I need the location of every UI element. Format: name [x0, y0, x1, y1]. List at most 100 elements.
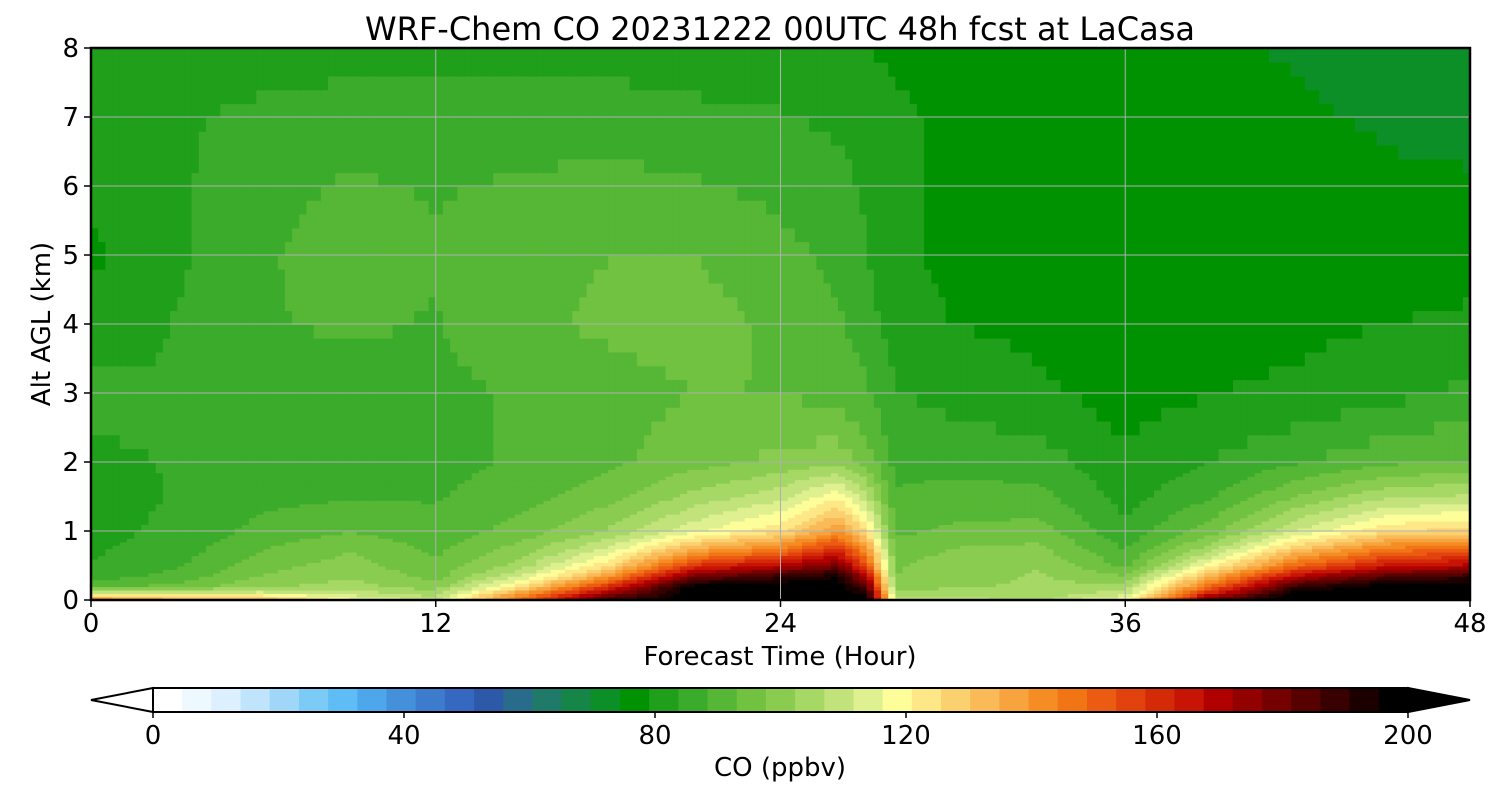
heatmap-cell: [967, 548, 976, 553]
heatmap-cell: [162, 579, 171, 584]
heatmap-cell: [1340, 558, 1349, 563]
heatmap-cell: [478, 510, 487, 515]
heatmap-cell: [1096, 524, 1105, 529]
heatmap-cell: [1182, 565, 1191, 570]
heatmap-cell: [974, 593, 983, 598]
heatmap-cell: [730, 537, 739, 543]
heatmap-cell: [1024, 593, 1033, 598]
heatmap-cell: [241, 551, 250, 557]
heatmap-cell: [909, 551, 918, 557]
heatmap-cell: [565, 558, 574, 563]
heatmap-cell: [557, 513, 566, 519]
heatmap-cell: [1053, 541, 1062, 546]
heatmap-cell: [1132, 548, 1141, 553]
heatmap-cell: [414, 589, 423, 594]
heatmap-cell: [565, 596, 574, 600]
heatmap-cell: [1333, 527, 1342, 532]
heatmap-cell: [615, 541, 624, 546]
heatmap-cell: [873, 531, 882, 536]
heatmap-cell: [421, 565, 430, 570]
heatmap-cell: [1383, 579, 1392, 584]
heatmap-cell: [952, 572, 961, 577]
heatmap-cell: [579, 541, 588, 546]
heatmap-cell: [1125, 575, 1134, 581]
heatmap-cell: [938, 568, 947, 574]
heatmap-cell: [1039, 531, 1048, 536]
heatmap-cell: [1426, 510, 1435, 515]
heatmap-cell: [450, 513, 459, 519]
heatmap-cell: [170, 562, 179, 567]
heatmap-cell: [1089, 524, 1098, 529]
heatmap-cell: [435, 548, 444, 553]
heatmap-cell: [730, 527, 739, 532]
heatmap-cell: [98, 562, 107, 567]
heatmap-cell: [148, 544, 157, 550]
heatmap-cell: [866, 513, 875, 519]
heatmap-cell: [565, 565, 574, 570]
heatmap-cell: [888, 524, 897, 529]
heatmap-cell: [328, 558, 337, 563]
heatmap-cell: [1419, 572, 1428, 577]
heatmap-cell: [155, 582, 164, 588]
heatmap-cell: [493, 520, 502, 525]
heatmap-cell: [651, 544, 660, 550]
heatmap-cell: [1204, 534, 1213, 539]
heatmap-cell: [435, 579, 444, 584]
heatmap-cell: [938, 575, 947, 581]
heatmap-cell: [873, 596, 882, 600]
heatmap-cell: [988, 586, 997, 591]
heatmap-cell: [967, 582, 976, 588]
heatmap-cell: [249, 531, 258, 536]
heatmap-cell: [873, 586, 882, 591]
heatmap-cell: [514, 562, 523, 567]
heatmap-cell: [335, 589, 344, 594]
heatmap-cell: [435, 565, 444, 570]
heatmap-cell: [931, 548, 940, 553]
heatmap-cell: [952, 513, 961, 519]
heatmap-cell: [565, 534, 574, 539]
heatmap-cell: [1039, 524, 1048, 529]
heatmap-cell: [1232, 558, 1242, 563]
heatmap-cell: [1276, 510, 1285, 515]
heatmap-cell: [715, 513, 724, 519]
heatmap-cell: [586, 541, 595, 546]
heatmap-cell: [493, 555, 502, 560]
heatmap-cell: [414, 568, 423, 574]
heatmap-cell: [514, 541, 523, 546]
heatmap-cell: [766, 586, 775, 591]
heatmap-cell: [938, 551, 947, 557]
heatmap-cell: [1225, 534, 1234, 539]
heatmap-cell: [148, 565, 157, 570]
heatmap-cell: [335, 551, 344, 557]
heatmap-cell: [177, 513, 186, 519]
heatmap-cell: [572, 534, 581, 539]
heatmap-cell: [708, 555, 717, 560]
heatmap-cell: [442, 541, 452, 546]
heatmap-cell: [1139, 565, 1148, 570]
heatmap-cell: [486, 534, 495, 539]
heatmap-cell: [378, 596, 387, 600]
heatmap-cell: [320, 534, 329, 539]
heatmap-cell: [895, 531, 904, 536]
heatmap-cell: [435, 517, 444, 522]
heatmap-cell: [1426, 579, 1435, 584]
heatmap-cell: [816, 575, 825, 581]
heatmap-cell: [234, 575, 243, 581]
heatmap-cell: [464, 534, 473, 539]
heatmap-cell: [155, 510, 164, 515]
heatmap-cell: [1110, 586, 1119, 591]
heatmap-cell: [119, 582, 128, 588]
heatmap-cell: [1153, 562, 1163, 567]
heatmap-cell: [593, 548, 602, 553]
heatmap-cell: [1240, 513, 1249, 519]
heatmap-cell: [363, 596, 373, 600]
heatmap-cell: [1405, 551, 1414, 557]
heatmap-cell: [450, 562, 459, 567]
heatmap-cell: [1003, 531, 1012, 536]
heatmap-cell: [249, 579, 258, 584]
heatmap-cell: [399, 527, 408, 532]
heatmap-cell: [529, 593, 538, 598]
heatmap-cell: [622, 520, 631, 525]
heatmap-cell: [622, 527, 631, 532]
heatmap-cell: [1434, 572, 1443, 577]
